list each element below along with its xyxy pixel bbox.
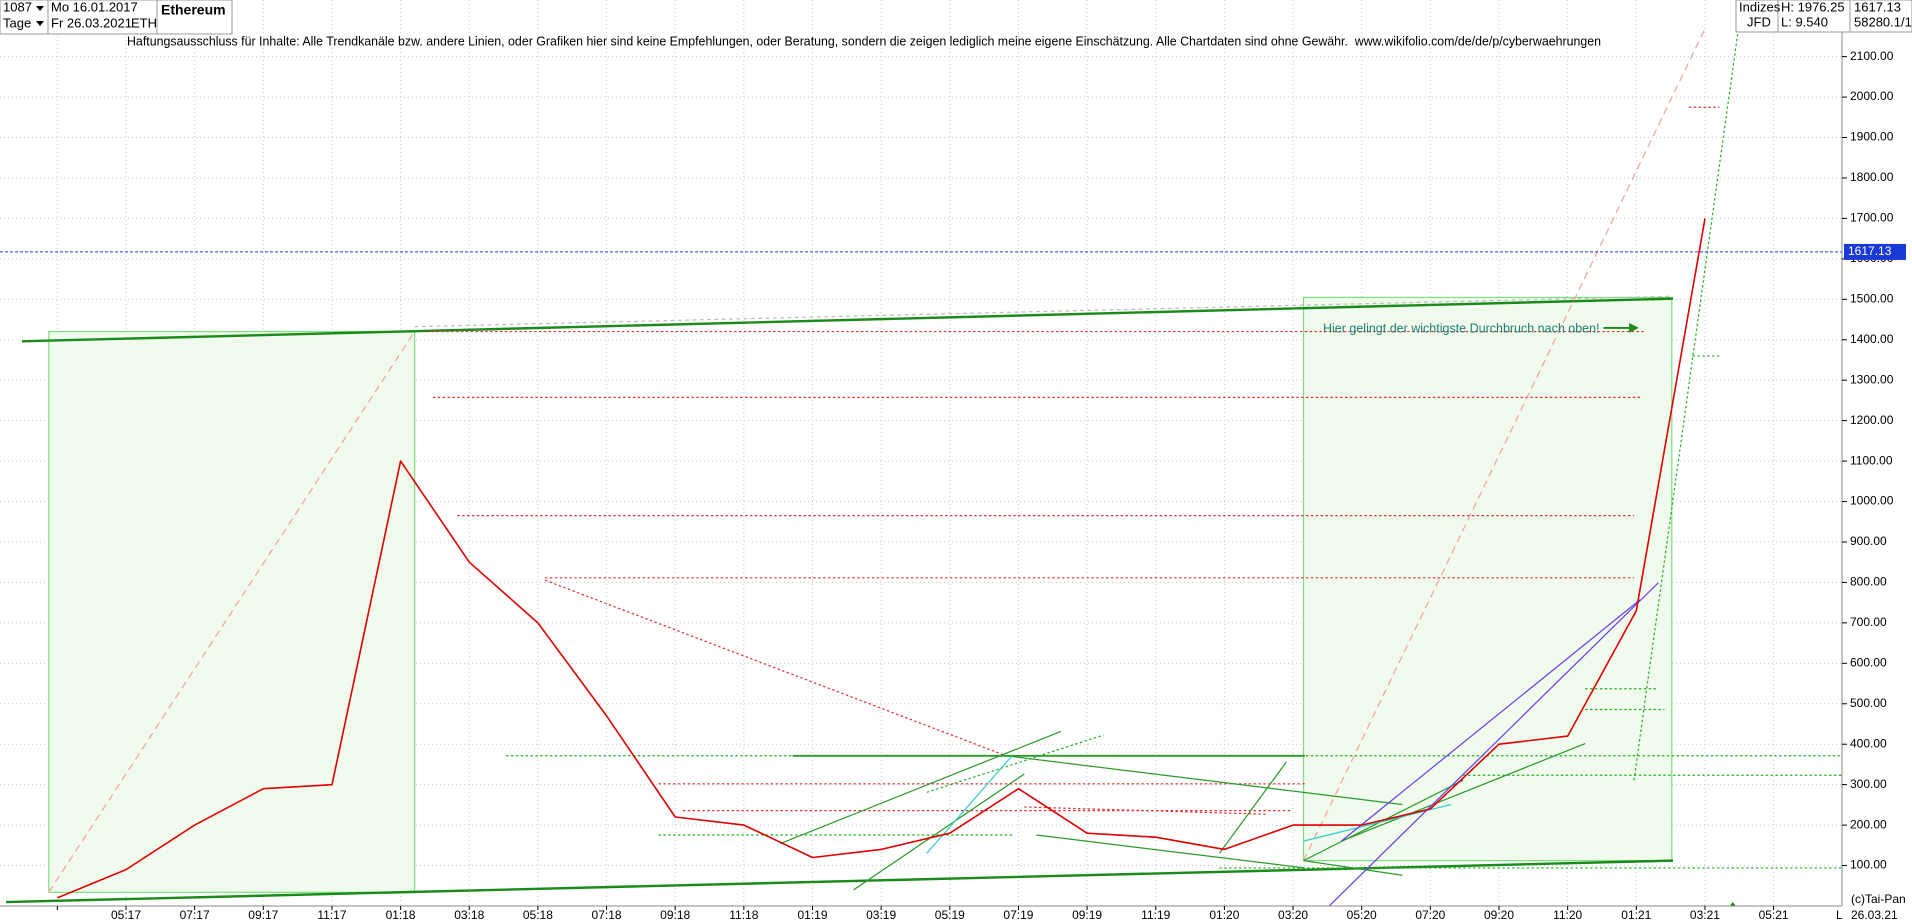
x-tick-label: 07:19	[1003, 908, 1033, 922]
x-tick-label: 03:19	[866, 908, 896, 922]
x-tick-label: 05:17	[111, 908, 141, 922]
y-tick-label: 1200.00	[1850, 413, 1894, 427]
y-tick-label: 1400.00	[1850, 332, 1894, 346]
zone	[1302, 296, 1673, 862]
x-tick-label: 03:18	[454, 908, 484, 922]
axes: 100.00 200.00 300.00 400.00 500.00 600.00 700.…	[56, 49, 1906, 922]
high: H: 1976.25	[1781, 0, 1845, 14]
y-tick-label: 1900.00	[1850, 130, 1894, 144]
copyright: (c)Tai-Pan	[1851, 892, 1906, 906]
x-tick-label: 05:20	[1347, 908, 1377, 922]
y-tick-label: 1500.00	[1850, 291, 1894, 305]
y-tick-label: 1300.00	[1850, 372, 1894, 386]
y-tick-label: 1700.00	[1850, 211, 1894, 225]
x-tick-label: 07:20	[1415, 908, 1445, 922]
low: L: 9.540	[1781, 14, 1828, 29]
x-tick-label: 09:20	[1484, 908, 1514, 922]
x-tick-label: 05:19	[935, 908, 965, 922]
start-date: Mo 16.01.2017	[51, 0, 138, 14]
y-tick-label: 900.00	[1850, 534, 1887, 548]
x-tick-label: 09:17	[248, 908, 278, 922]
end-date: Fr 26.03.2021	[51, 15, 132, 30]
y-tick-label: 400.00	[1850, 736, 1887, 750]
market: Indizes	[1739, 0, 1781, 14]
fan-lines	[780, 730, 1586, 891]
footer-date: 26.03.21	[1851, 908, 1898, 922]
annotation: Hier gelingt der wichtigste Durchbruch n…	[1323, 321, 1600, 335]
y-tick-label: 700.00	[1850, 615, 1887, 629]
x-tick-label: 01:18	[386, 908, 416, 922]
arrowhead	[1629, 323, 1639, 333]
dropdown-icon[interactable]	[36, 21, 44, 26]
header-left	[0, 0, 233, 35]
x-tick-label: 01:19	[797, 908, 827, 922]
x-tick-label: 05:18	[523, 908, 553, 922]
dropdown-icon[interactable]	[36, 6, 44, 11]
x-tick-label: 03:20	[1278, 908, 1308, 922]
x-tick-label: 11:18	[729, 908, 758, 922]
channels	[48, 28, 1706, 893]
x-tick-label: 09:18	[660, 908, 690, 922]
x-tick-label: 01:20	[1209, 908, 1239, 922]
y-axis-band	[1842, 0, 1912, 924]
instrument-name: Ethereum	[161, 2, 226, 18]
x-axis-band	[0, 906, 1912, 924]
y-tick-label: 2000.00	[1850, 89, 1894, 103]
last-price-tag	[1844, 243, 1906, 260]
x-tick-label: 01:21	[1621, 908, 1651, 922]
x-tick-label: 09:19	[1072, 908, 1102, 922]
trendline	[21, 297, 1674, 343]
volume: 58280.1/1	[1854, 14, 1912, 29]
x-tick-label: 05:21	[1759, 908, 1789, 922]
y-tick-label: 300.00	[1850, 777, 1887, 791]
exchange: JFD	[1747, 14, 1771, 29]
last-price-label: 1617.13	[1848, 244, 1892, 258]
period: Tage	[3, 15, 31, 30]
count: 1087	[3, 0, 32, 14]
disclaimer: Haftungsausschluss für Inhalte: Alle Tre…	[127, 34, 1601, 48]
drawings	[6, 28, 1844, 924]
x-tick-label: 11:19	[1141, 908, 1170, 922]
y-tick-label: 2100.00	[1850, 49, 1894, 63]
y-tick-label: 600.00	[1850, 655, 1887, 669]
series	[0, 218, 1842, 899]
x-tick-label: 07:17	[180, 908, 210, 922]
x-tick-label: 07:18	[592, 908, 622, 922]
y-tick-label: 100.00	[1850, 858, 1887, 872]
x-tick-label: 11:20	[1553, 908, 1582, 922]
y-tick-label: 1100.00	[1850, 453, 1893, 467]
last-price: 1617.13	[1854, 0, 1901, 14]
header-right	[1735, 0, 1912, 33]
x-tick-label: 11:17	[317, 908, 346, 922]
y-tick-label: 200.00	[1850, 817, 1887, 831]
x-tick-label: 03:21	[1690, 908, 1720, 922]
y-tick-label: 800.00	[1850, 575, 1887, 589]
y-tick-label: 500.00	[1850, 696, 1887, 710]
symbol: ETH	[131, 15, 157, 30]
trendline	[414, 295, 1674, 328]
y-tick-label: 1800.00	[1850, 170, 1894, 184]
scale-mode[interactable]: L	[1836, 908, 1843, 922]
y-tick-label: 1000.00	[1850, 494, 1894, 508]
price-line	[56, 218, 1706, 899]
channel-lines	[1310, 582, 1659, 924]
